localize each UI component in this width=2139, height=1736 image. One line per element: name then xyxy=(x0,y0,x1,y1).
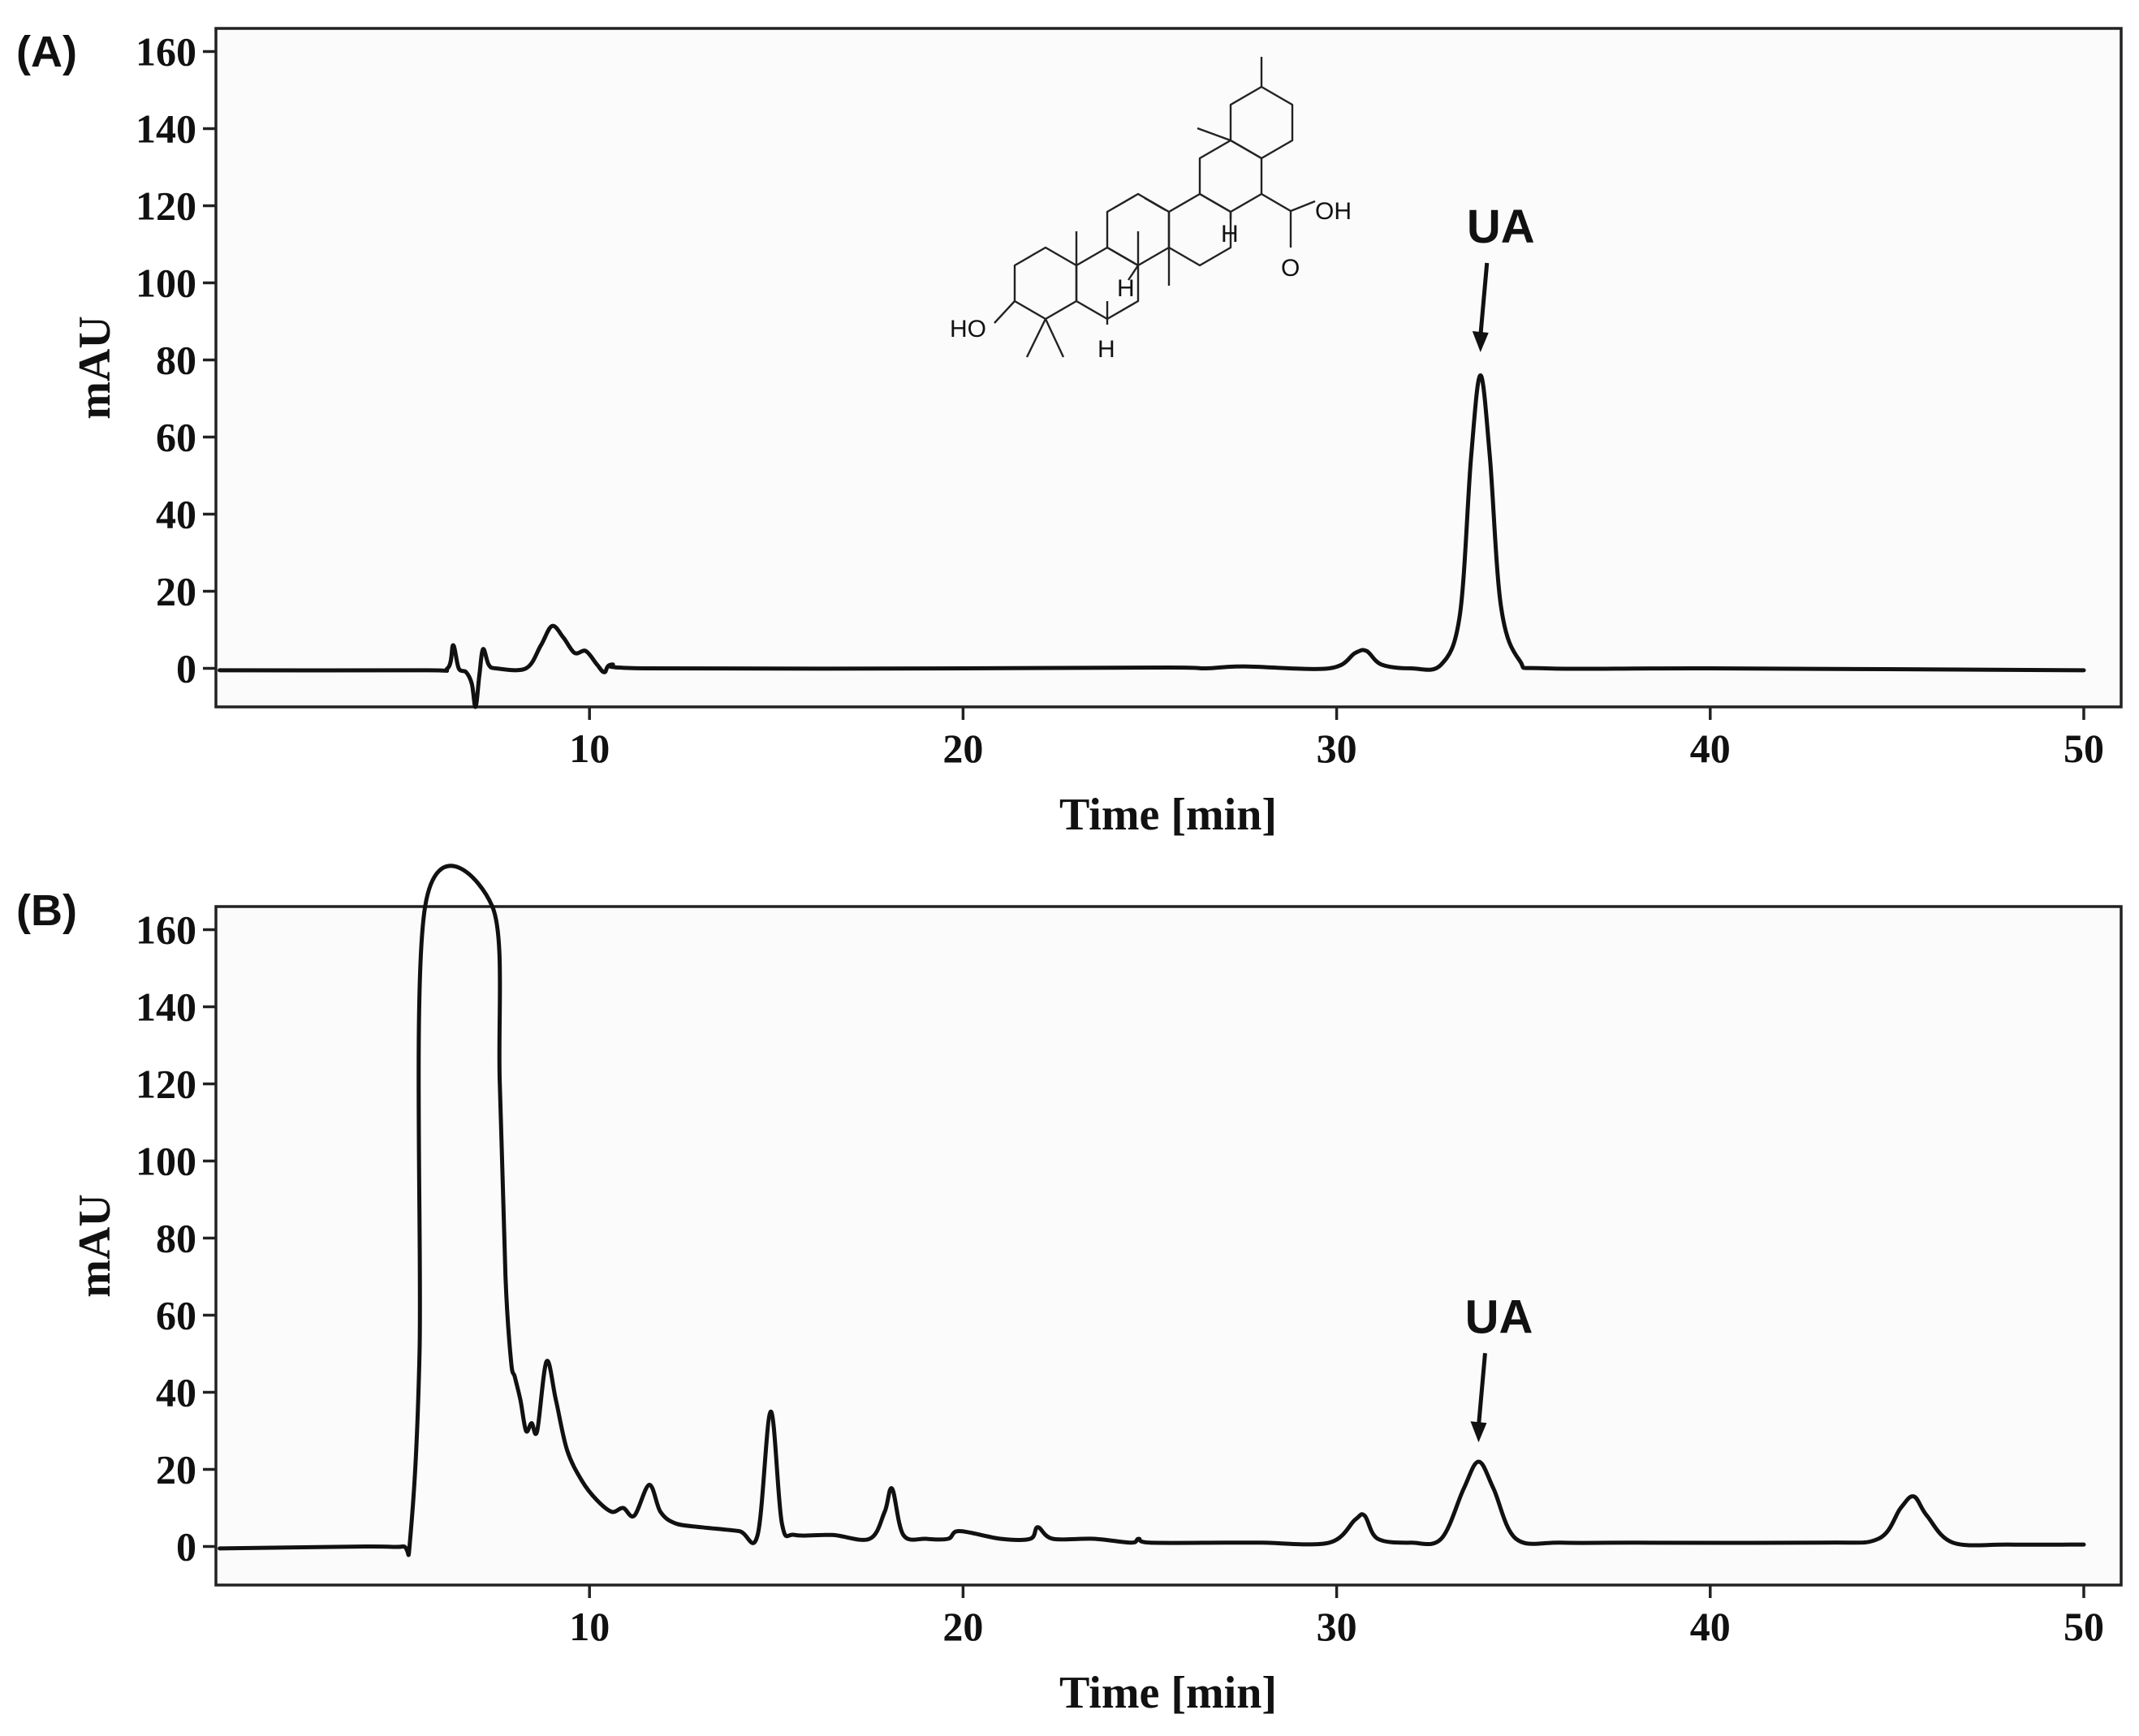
x-tick-label-a-30: 30 xyxy=(1317,726,1357,771)
carboxyl-bond xyxy=(1261,192,1292,213)
y-tick-label-b-0: 0 xyxy=(176,1524,196,1570)
molecule-structure: OH O HO H H H xyxy=(950,57,1352,363)
chromatogram-trace-a xyxy=(218,373,2086,709)
methyl-4 xyxy=(1197,127,1231,142)
acid-oh-bond xyxy=(1290,200,1316,213)
y-tick-label-b-20: 20 xyxy=(156,1447,196,1493)
h-bond-2 xyxy=(1128,265,1139,281)
panel-label-a: (A) xyxy=(16,28,77,76)
mol-label-h-3: H xyxy=(1221,221,1239,248)
panel-label-b: (B) xyxy=(16,886,77,935)
y-tick-label-b-40: 40 xyxy=(156,1370,196,1415)
x-tick-label-a-50: 50 xyxy=(2064,726,2104,771)
y-tick-label-b-140: 140 xyxy=(136,984,196,1030)
ticks-a: 10 20 30 40 50 0 20 40 60 80 100 120 140 160 xyxy=(136,29,2104,772)
y-tick-label-a-100: 100 xyxy=(136,261,196,306)
x-tick-label-b-20: 20 xyxy=(942,1604,983,1649)
x-tick-label-b-10: 10 xyxy=(569,1604,610,1649)
y-tick-label-a-120: 120 xyxy=(136,183,196,229)
x-tick-label-b-30: 30 xyxy=(1317,1604,1357,1649)
x-tick-label-a-20: 20 xyxy=(942,726,983,771)
annotation-ua-b: UA xyxy=(1465,1290,1533,1343)
x-axis-title-b: Time [min] xyxy=(1059,1668,1277,1718)
y-axis-title-a: mAU xyxy=(70,316,120,420)
y-tick-label-b-80: 80 xyxy=(156,1216,196,1261)
annotation-ua-a: UA xyxy=(1467,200,1535,253)
annotation-arrowhead-a xyxy=(1472,331,1489,352)
annotation-arrow-b xyxy=(1476,1353,1487,1427)
y-tick-label-a-160: 160 xyxy=(136,29,196,75)
y-axis-title-b: mAU xyxy=(70,1194,120,1298)
ring-f xyxy=(1229,85,1294,160)
annotation-arrowhead-b xyxy=(1470,1421,1487,1443)
x-tick-label-a-40: 40 xyxy=(1690,726,1731,771)
chromatogram-trace-b xyxy=(218,864,2086,1557)
y-tick-label-b-160: 160 xyxy=(136,907,196,953)
plot-area-a xyxy=(214,27,2123,709)
mol-label-oh: OH xyxy=(1315,198,1352,225)
panel-b: (B) mAU Time [min] 10 20 30 40 5002040608010… xyxy=(16,864,2123,1718)
y-tick-label-a-40: 40 xyxy=(156,492,196,537)
mol-label-h-1: H xyxy=(1117,275,1135,302)
marks-b xyxy=(218,864,2086,1557)
x-axis-title-a: Time [min] xyxy=(1059,790,1277,840)
y-tick-label-a-20: 20 xyxy=(156,569,196,614)
mol-label-ho: HO xyxy=(950,316,986,342)
ticks-b: 10 20 30 40 50 0 20 40 60 80 100 120 140 160 xyxy=(136,907,2104,1650)
hydroxyl-bond xyxy=(994,300,1016,324)
x-tick-label-a-10: 10 xyxy=(569,726,610,771)
y-tick-label-a-80: 80 xyxy=(156,338,196,383)
panel-a: (A) mAU Time [min] 10 20 30 40 5002040608010… xyxy=(16,27,2123,840)
y-tick-label-a-60: 60 xyxy=(156,415,196,460)
gem-methyl-1 xyxy=(1025,318,1047,358)
marks-a xyxy=(218,373,2086,709)
y-tick-label-b-60: 60 xyxy=(156,1293,196,1338)
y-tick-label-b-120: 120 xyxy=(136,1062,196,1107)
mol-label-o: O xyxy=(1281,255,1300,282)
annotation-arrow-a xyxy=(1478,262,1490,337)
y-tick-label-a-140: 140 xyxy=(136,106,196,152)
plot-area-b xyxy=(214,905,2123,1587)
gem-methyl-2 xyxy=(1044,318,1065,358)
double-bond xyxy=(1144,196,1167,212)
y-tick-label-b-100: 100 xyxy=(136,1139,196,1184)
y-tick-label-a-0: 0 xyxy=(176,646,196,691)
mol-label-h-2: H xyxy=(1098,336,1115,363)
x-tick-label-b-50: 50 xyxy=(2064,1604,2104,1649)
x-tick-label-b-40: 40 xyxy=(1690,1604,1731,1649)
